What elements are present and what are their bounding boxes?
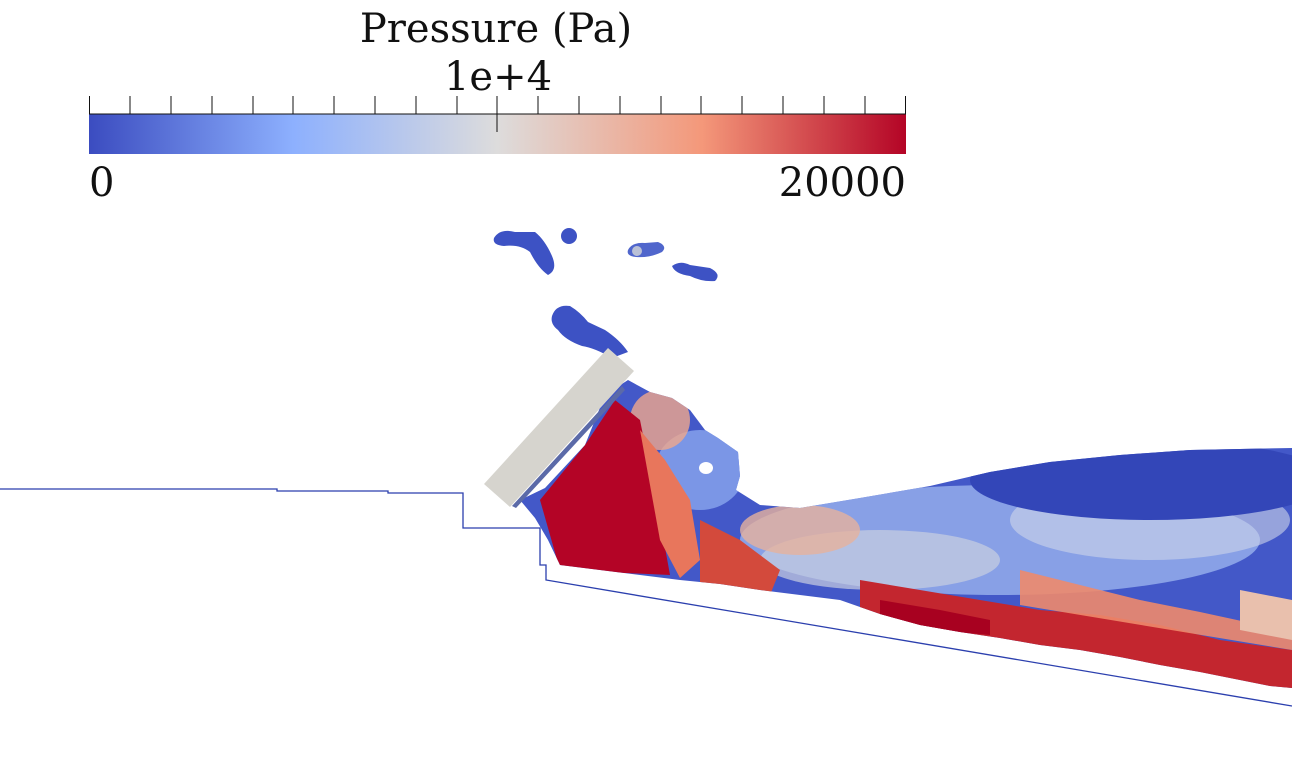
channel-bed-outline — [0, 488, 1292, 707]
air-pocket — [699, 462, 713, 474]
colorbar-mid-label: 1e+4 — [443, 54, 553, 100]
colorbar-ticks — [89, 96, 906, 132]
gate-plate — [484, 348, 634, 507]
colorbar — [89, 96, 906, 154]
gate — [484, 348, 634, 508]
pressure-field — [520, 380, 1292, 688]
colorbar-max-label: 20000 — [778, 160, 906, 206]
water-droplets — [493, 228, 718, 358]
gate-shadow-edge — [512, 386, 625, 508]
colorbar-min-label: 0 — [89, 160, 115, 206]
colorbar-title: Pressure (Pa) — [359, 6, 633, 52]
